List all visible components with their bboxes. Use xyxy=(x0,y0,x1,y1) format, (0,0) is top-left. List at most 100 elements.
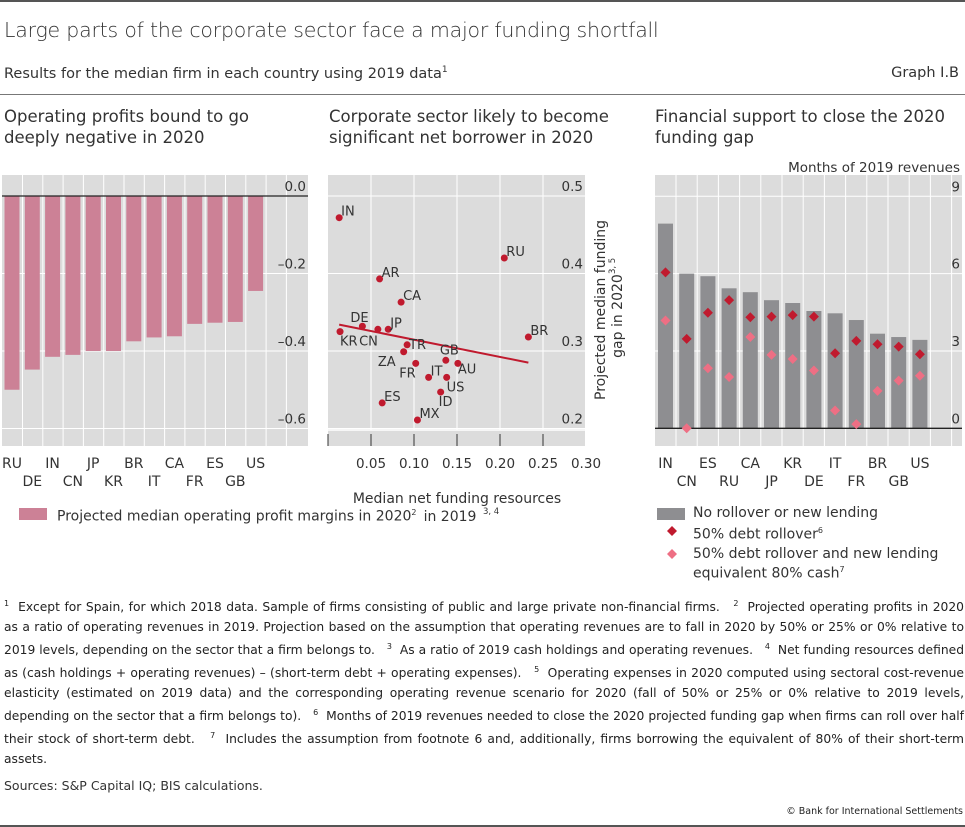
marker-new-lending-ES xyxy=(702,363,713,374)
scatter-point-JP xyxy=(384,325,392,333)
footnote-4: 4 Net funding resources defined as (cash… xyxy=(4,642,964,681)
left-ytick-label: –0.2 xyxy=(278,257,306,273)
left-bar-IN xyxy=(45,196,61,357)
right-bar-FR xyxy=(848,320,864,429)
scatter-label-FR: FR xyxy=(399,366,416,381)
right-xtick-label: DE xyxy=(804,474,824,490)
copyright: © Bank for International Settlements xyxy=(786,806,963,817)
marker-new-lending-CN xyxy=(681,423,692,434)
scatter-label-KR: KR xyxy=(340,335,358,350)
right-bar-BR xyxy=(870,333,885,429)
legend-left-label: Projected median operating profit margin… xyxy=(57,508,412,525)
scatter-point-DE xyxy=(358,322,366,330)
middle-trendline xyxy=(338,323,529,364)
header-rule xyxy=(0,94,965,95)
marker-rollover-IT xyxy=(830,348,841,359)
scatter-label-AU: AU xyxy=(458,362,476,377)
sources: Sources: S&P Capital IQ; BIS calculation… xyxy=(4,778,263,793)
left-xtick-label: US xyxy=(246,456,265,472)
right-ytick-label: 3 xyxy=(951,334,960,350)
scatter-point-CA xyxy=(397,298,405,306)
marker-rollover-JP xyxy=(766,311,777,322)
left-xtick-label: KR xyxy=(104,474,123,490)
left-legend-swatch xyxy=(19,508,47,520)
footnote-5: 5 Operating expenses in 2020 computed us… xyxy=(4,665,964,724)
footnotes: 1 Except for Spain, for which 2018 data.… xyxy=(4,594,964,769)
legend-marker2-sup: 7 xyxy=(839,565,845,574)
scatter-label-ID: ID xyxy=(439,395,453,410)
right-xtick-label: CA xyxy=(741,456,761,472)
scatter-point-AR xyxy=(376,275,384,283)
middle-ytick-label: 0.3 xyxy=(562,334,583,350)
middle-xtick-label: 0.05 xyxy=(356,456,386,472)
marker-new-lending-BR xyxy=(872,385,883,396)
bottom-rule xyxy=(0,825,965,827)
scatter-point-IN xyxy=(335,214,343,222)
footnote-number: 6 xyxy=(313,708,319,718)
scatter-point-MX xyxy=(413,416,421,424)
legend-marker1-label: 50% debt rollover xyxy=(693,526,818,543)
scatter-label-TR: TR xyxy=(408,338,426,353)
left-bar-GB xyxy=(227,196,243,322)
left-bar-RU xyxy=(4,196,20,390)
right-ytick-label: 0 xyxy=(951,411,960,427)
right-bar-US xyxy=(912,339,928,429)
marker-new-lending-GB xyxy=(893,375,904,386)
right-legend-rollover-marker xyxy=(667,526,677,536)
marker-new-lending-DE xyxy=(808,365,819,376)
middle-xlabel-sup: 3, 4 xyxy=(483,507,499,517)
marker-rollover-ES xyxy=(702,307,713,318)
left-bar-BR xyxy=(126,196,142,342)
subtitle-text: Results for the median firm in each coun… xyxy=(4,65,442,82)
left-bar-US xyxy=(248,196,264,291)
scatter-point-BR xyxy=(524,333,532,341)
scatter-label-AR: AR xyxy=(382,266,400,281)
footnote-number: 3 xyxy=(386,642,392,652)
middle-ytick-label: 0.5 xyxy=(562,179,583,195)
scatter-point-ID xyxy=(437,388,445,396)
right-xtick-label: KR xyxy=(783,456,802,472)
middle-xtick-label: 0.15 xyxy=(442,456,472,472)
left-xtick-label: IN xyxy=(45,456,60,472)
middle-ylabel-line2: gap in 2020 xyxy=(610,274,626,358)
footnote-number: 5 xyxy=(534,665,540,675)
scatter-label-CA: CA xyxy=(403,289,421,304)
scatter-point-FR xyxy=(412,359,420,367)
middle-xtick-label: 0.10 xyxy=(399,456,429,472)
left-bar-JP xyxy=(85,196,101,351)
footnote-1: 1 Except for Spain, for which 2018 data.… xyxy=(4,599,734,615)
legend-right-marker2: 50% debt rollover and new lending equival… xyxy=(693,546,938,582)
legend-left: Projected median operating profit margin… xyxy=(57,505,416,525)
left-bar-CA xyxy=(166,196,182,337)
right-bar-IN xyxy=(658,223,673,429)
marker-new-lending-IT xyxy=(830,405,841,416)
marker-rollover-KR xyxy=(787,310,798,321)
marker-new-lending-IN xyxy=(660,315,671,326)
left-bar-KR xyxy=(106,196,121,351)
footnote-2: 2 Projected operating profits in 2020 as… xyxy=(4,599,964,658)
middle-ytick-label: 0.2 xyxy=(562,412,583,428)
right-bar-ES xyxy=(700,276,716,429)
scatter-label-CN: CN xyxy=(359,334,378,349)
right-xtick-label: IN xyxy=(658,456,673,472)
marker-rollover-GB xyxy=(893,341,904,352)
scatter-label-JP: JP xyxy=(389,316,402,331)
marker-rollover-IN xyxy=(660,267,671,278)
middle-xtick-label: 0.25 xyxy=(528,456,558,472)
scatter-label-GB: GB xyxy=(440,343,459,358)
marker-new-lending-KR xyxy=(787,353,798,364)
scatter-point-GB xyxy=(442,356,450,364)
scatter-point-IT xyxy=(425,373,433,381)
right-bar-CA xyxy=(742,292,758,429)
left-bar-DE xyxy=(24,196,40,370)
right-legend-new-lending-marker xyxy=(667,549,677,559)
left-xtick-label: CA xyxy=(165,456,185,472)
left-xtick-label: IT xyxy=(148,474,161,490)
right-ytick-label: 6 xyxy=(951,257,960,273)
right-xtick-label: ES xyxy=(699,456,717,472)
panel-title-right: Financial support to close the 2020 fund… xyxy=(655,107,945,147)
legend-right-marker1: 50% debt rollover6 xyxy=(693,523,823,543)
middle-xlabel: Median net funding resources xyxy=(353,491,561,507)
footnote-3: 3 As a ratio of 2019 cash holdings and o… xyxy=(386,642,765,658)
scatter-point-ZA xyxy=(400,348,408,356)
